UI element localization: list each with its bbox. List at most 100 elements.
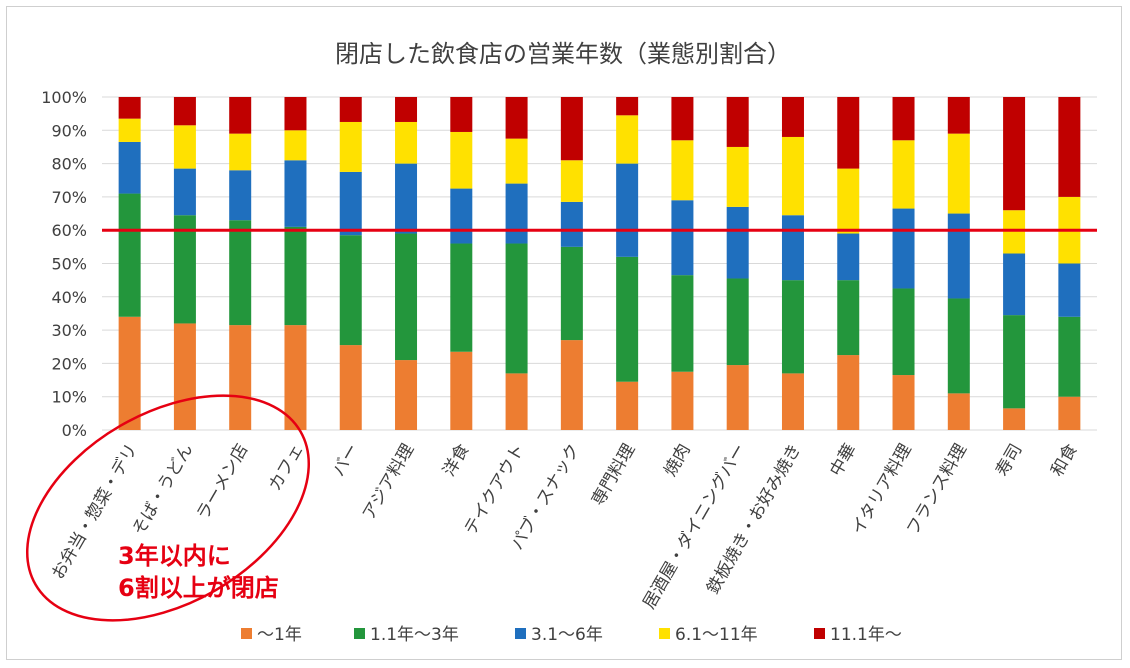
bar-segment <box>1003 97 1026 211</box>
category-label: 焼肉 <box>660 441 694 480</box>
bar-segment <box>947 393 970 430</box>
bar-segment <box>671 275 694 372</box>
bar-segment <box>837 280 860 356</box>
y-tick-label: 90% <box>51 121 87 140</box>
bar-segment <box>173 215 196 324</box>
bar-segment <box>1003 315 1026 409</box>
bar-segment <box>118 141 141 194</box>
y-tick-label: 0% <box>62 421 87 440</box>
bar-segment <box>450 188 473 244</box>
bar-segment <box>560 340 583 430</box>
bar-segment <box>616 256 639 382</box>
bar-segment <box>671 200 694 276</box>
callout-ellipse <box>25 394 311 622</box>
y-tick-label: 20% <box>51 354 87 373</box>
bar-segment <box>450 131 473 189</box>
bar-segment <box>395 163 418 234</box>
bar-segment <box>1058 263 1081 317</box>
bar-segment <box>505 97 528 139</box>
bar-segment <box>118 316 141 430</box>
legend-swatch <box>659 628 670 639</box>
legend-label: 〜1年 <box>257 625 302 645</box>
bar-segment <box>229 220 252 326</box>
y-tick-label: 80% <box>51 155 87 174</box>
category-label: カフェ <box>265 441 308 495</box>
bar-segment <box>726 146 749 207</box>
bar-segment <box>229 133 252 171</box>
gridlines <box>102 96 1097 431</box>
legend-swatch <box>241 628 252 639</box>
bar-segment <box>892 140 915 209</box>
bar-segment <box>726 97 749 147</box>
bar-segment <box>284 226 307 326</box>
legend-swatch <box>515 628 526 639</box>
bar-segment <box>837 233 860 281</box>
bar-segment <box>395 97 418 122</box>
bar-segment <box>284 325 307 430</box>
bar-segment <box>339 345 362 430</box>
bar-segment <box>892 288 915 376</box>
bar-segment <box>450 351 473 430</box>
bar-segment <box>118 193 141 317</box>
bar-segment <box>339 97 362 122</box>
y-tick-label: 40% <box>51 288 87 307</box>
bar-segment <box>837 168 860 234</box>
category-label: 専門料理 <box>588 441 639 510</box>
legend-label: 6.1〜11年 <box>675 625 758 645</box>
category-label: バー <box>329 441 363 480</box>
bar-segment <box>781 215 804 281</box>
bar-segment <box>173 323 196 430</box>
bar-segment <box>947 97 970 134</box>
bar-segment <box>671 140 694 201</box>
bar-segment <box>726 278 749 366</box>
bar-segment <box>284 97 307 131</box>
callout-line-1: 3年以内に <box>118 542 231 570</box>
bar-segment <box>671 97 694 141</box>
bar-segment <box>395 121 418 164</box>
bar-segment <box>1058 396 1081 430</box>
bar-segment <box>947 133 970 214</box>
bar-segment <box>505 183 528 244</box>
bar-segment <box>118 118 141 142</box>
bar-segment <box>173 168 196 216</box>
bar-segment <box>395 233 418 361</box>
bar-segment <box>726 206 749 279</box>
bar-segment <box>781 136 804 216</box>
legend: 〜1年 1.1年〜3年 3.1〜6年 6.1〜11年 11.1年〜 <box>241 625 902 645</box>
legend-label: 11.1年〜 <box>830 625 902 645</box>
y-tick-label: 50% <box>51 255 87 274</box>
bar-segment <box>560 97 583 161</box>
category-label: 寿司 <box>992 440 1026 479</box>
bar-segment <box>947 298 970 394</box>
bar-segment <box>837 97 860 169</box>
category-label: ラーメン店 <box>193 441 252 524</box>
legend-swatch <box>354 628 365 639</box>
bar-segment <box>173 97 196 126</box>
bar-segment <box>1058 97 1081 197</box>
legend-label: 1.1年〜3年 <box>370 625 459 645</box>
category-label: 居酒屋・ダイニングバー <box>639 441 750 613</box>
y-tick-label: 100% <box>41 88 87 107</box>
category-label: アジア料理 <box>359 441 418 524</box>
bar-segment <box>339 121 362 172</box>
bar-segment <box>1003 210 1026 254</box>
chart-title: 閉店した飲食店の営業年数（業態別割合） <box>335 40 791 68</box>
bar-segment <box>1058 316 1081 397</box>
bar-segment <box>339 171 362 236</box>
bar-segment <box>118 97 141 119</box>
bar-segment <box>781 97 804 137</box>
bar-segment <box>560 160 583 202</box>
bar-segment <box>781 280 804 374</box>
bar-segment <box>284 160 307 227</box>
bar-segment <box>229 97 252 134</box>
bar-segment <box>892 208 915 289</box>
bar-segment <box>339 235 362 346</box>
bar-segment <box>229 325 252 430</box>
bar-segment <box>837 355 860 430</box>
bar-segment <box>616 381 639 430</box>
legend-swatch <box>814 628 825 639</box>
category-label: 洋食 <box>439 441 473 480</box>
y-tick-label: 30% <box>51 321 87 340</box>
category-label: 和食 <box>1047 441 1081 480</box>
